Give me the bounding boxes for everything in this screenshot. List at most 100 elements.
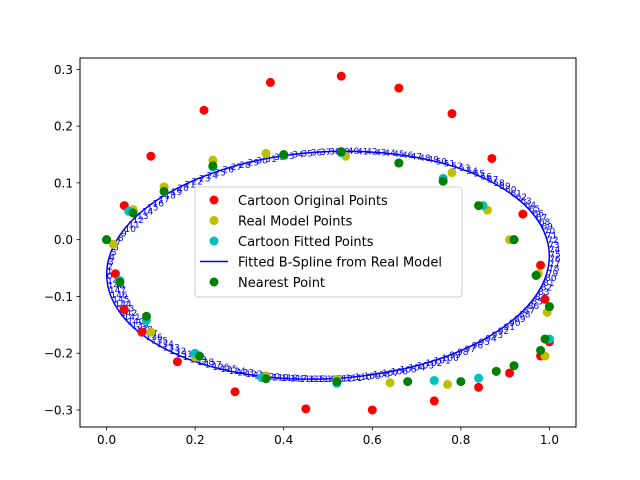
- index-label: 78: [548, 265, 560, 275]
- index-label: 115: [308, 375, 325, 385]
- x-axis: 0.0 0.2 0.4 0.6 0.8 1.0: [97, 427, 559, 447]
- cartoon-original-points-point: [474, 382, 484, 392]
- index-label: 112: [336, 374, 353, 384]
- index-label: 72: [547, 236, 558, 246]
- index-label: 57: [487, 176, 498, 186]
- index-label: 82: [541, 284, 552, 294]
- nearest-point-point: [474, 201, 484, 211]
- nearest-point-point: [536, 345, 546, 355]
- index-label: 14: [142, 207, 154, 217]
- index-label: 83: [538, 288, 549, 298]
- index-label: 88: [519, 311, 531, 321]
- index-label: 61: [510, 189, 521, 199]
- index-label: 100: [442, 354, 459, 364]
- legend-label-cartoon-fitted: Cartoon Fitted Points: [238, 235, 374, 250]
- nearest-point-point: [195, 351, 205, 361]
- cartoon-original-points-point: [518, 209, 528, 219]
- index-label: 132: [169, 347, 186, 357]
- index-label: 36: [311, 149, 323, 159]
- index-label: 9: [121, 230, 127, 240]
- index-label: 12: [132, 216, 143, 226]
- index-label: 134: [157, 340, 174, 350]
- index-label: 17: [158, 195, 169, 205]
- y-tick-label: −0.2: [44, 347, 73, 361]
- index-label: 30: [256, 157, 268, 167]
- nearest-point-point: [336, 147, 346, 157]
- index-label: 142: [120, 309, 137, 319]
- index-label: 108: [373, 371, 390, 381]
- y-axis: −0.3 −0.2 −0.1 0.0 0.1 0.2 0.3: [44, 63, 80, 417]
- legend-marker-real-model: [209, 216, 219, 225]
- index-label: 33: [283, 152, 294, 162]
- index-label: 10: [124, 225, 136, 235]
- y-tick-label: 0.0: [54, 233, 73, 247]
- index-label: 69: [541, 222, 553, 232]
- cartoon-original-points-point: [447, 109, 457, 119]
- index-label: 103: [417, 362, 434, 372]
- index-label: 144: [115, 300, 132, 310]
- real-model-points-point: [447, 168, 457, 178]
- index-label: 70: [544, 227, 556, 237]
- cartoon-fitted-points-point: [474, 373, 484, 383]
- x-tick-label: 0.6: [363, 433, 382, 447]
- x-tick-label: 1.0: [540, 433, 559, 447]
- index-label: 131: [176, 350, 193, 360]
- index-label: 147: [109, 286, 126, 296]
- x-tick-label: 0.8: [451, 433, 470, 447]
- index-label: 127: [205, 361, 222, 371]
- index-label: 19: [171, 188, 183, 198]
- index-label: 32: [274, 153, 285, 163]
- real-model-points-point: [261, 148, 271, 158]
- nearest-point-point: [208, 161, 218, 171]
- nearest-point-point: [403, 377, 413, 387]
- legend-marker-cartoon-fitted: [209, 236, 219, 246]
- real-model-points-point: [385, 378, 395, 388]
- index-label: 60: [505, 186, 517, 196]
- legend-label-cartoon-original: Cartoon Original Points: [238, 194, 388, 209]
- index-label: 7: [115, 239, 121, 249]
- nearest-point-point: [394, 158, 404, 168]
- cartoon-original-points-point: [172, 357, 182, 367]
- index-label: 24: [207, 171, 219, 181]
- nearest-point-point: [544, 302, 554, 312]
- index-label: 109: [364, 372, 381, 382]
- index-label: 125: [220, 365, 237, 375]
- index-label: 101: [434, 357, 451, 367]
- index-label: 26: [222, 166, 234, 176]
- index-label: 37: [320, 148, 331, 158]
- index-label: 6: [113, 244, 119, 254]
- y-tick-label: 0.1: [54, 176, 73, 190]
- index-label: 128: [197, 358, 214, 368]
- index-label: 148: [108, 282, 125, 292]
- index-label: 85: [532, 297, 543, 307]
- index-label: 94: [485, 335, 497, 345]
- index-label: 22: [192, 177, 203, 187]
- y-tick-label: −0.3: [44, 403, 73, 417]
- index-label: 74: [549, 246, 561, 256]
- index-label: 135: [151, 337, 168, 347]
- index-label: 59: [499, 182, 511, 192]
- index-label: 56: [480, 173, 492, 183]
- cartoon-original-points-point: [394, 83, 404, 93]
- index-label: 110: [355, 373, 372, 383]
- cartoon-original-points-point: [146, 151, 156, 161]
- index-label: 31: [265, 155, 276, 165]
- index-label: 146: [110, 291, 127, 301]
- index-label: 89: [514, 315, 526, 325]
- y-tick-label: 0.2: [54, 120, 73, 134]
- index-label: 114: [318, 375, 335, 385]
- nearest-point-point: [332, 377, 342, 387]
- index-label: 13: [137, 212, 148, 222]
- index-label: 40: [348, 147, 360, 157]
- cartoon-original-points-point: [367, 405, 377, 415]
- x-tick-label: 0.0: [97, 433, 116, 447]
- nearest-point-point: [128, 208, 138, 218]
- index-label: 38: [329, 148, 341, 158]
- nearest-point-point: [456, 377, 466, 387]
- index-label: 66: [532, 209, 544, 219]
- index-label: 54: [466, 167, 478, 177]
- real-model-points-point: [108, 239, 118, 249]
- index-label: 63: [520, 197, 531, 207]
- nearest-point-point: [115, 277, 125, 287]
